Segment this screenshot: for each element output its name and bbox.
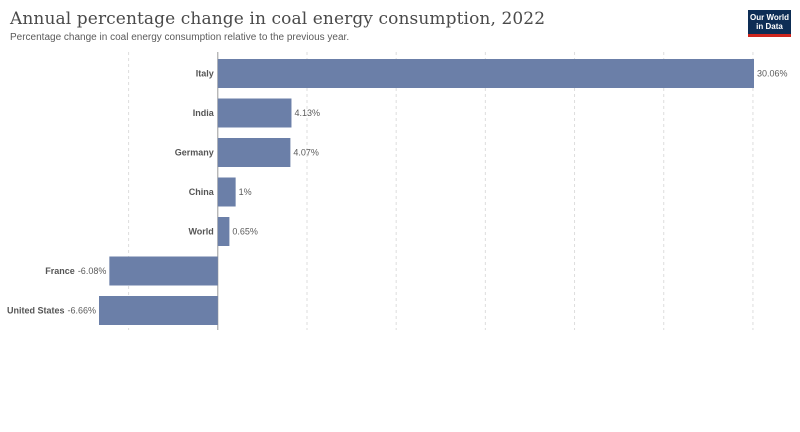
bar-united-states[interactable] — [99, 296, 218, 325]
bars — [99, 59, 755, 325]
value-label: 4.13% — [294, 108, 320, 118]
bar-india[interactable] — [217, 98, 292, 128]
category-label: Germany — [175, 148, 214, 158]
logo-line-2: in Data — [756, 22, 783, 31]
category-label: Italy — [196, 69, 214, 79]
value-label: 30.06% — [757, 69, 788, 79]
logo-line-1: Our World — [750, 13, 789, 22]
chart-subtitle: Percentage change in coal energy consump… — [10, 32, 350, 43]
bar-germany[interactable] — [217, 138, 291, 167]
category-label: France — [45, 266, 75, 276]
owid-logo[interactable]: Our World in Data — [748, 10, 791, 37]
value-label: 0.65% — [232, 227, 258, 237]
bar-france[interactable] — [109, 256, 218, 286]
category-label: World — [188, 227, 213, 237]
category-label: India — [193, 108, 215, 118]
value-label: 1% — [239, 187, 252, 197]
bar-italy[interactable] — [217, 59, 755, 88]
bar-labels: Italy 30.06% India 4.13% Germany 4.07% China 1%… — [7, 69, 788, 316]
bar-china[interactable] — [217, 177, 236, 207]
chart-title: Annual percentage change in coal energy … — [10, 9, 546, 29]
bar-world[interactable] — [217, 217, 230, 246]
value-label: 4.07% — [293, 148, 319, 158]
value-label: -6.08% — [78, 266, 107, 276]
category-label: China — [189, 187, 215, 197]
category-label: United States — [7, 306, 65, 316]
value-label: -6.66% — [67, 306, 96, 316]
